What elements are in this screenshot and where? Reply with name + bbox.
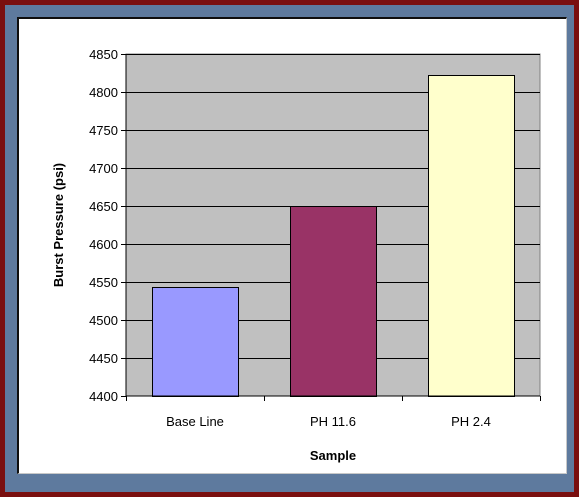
x-tick-label: PH 11.6 — [310, 414, 356, 429]
y-axis-title: Burst Pressure (psi) — [51, 163, 66, 287]
y-tick-label: 4400 — [89, 389, 118, 404]
y-tick-label: 4550 — [89, 275, 118, 290]
y-tick-label: 4800 — [89, 85, 118, 100]
y-tick-label: 4450 — [89, 351, 118, 366]
y-tick-label: 4500 — [89, 313, 118, 328]
y-axis-ticks: 4400 4450 4500 4550 4600 4650 4700 4750 4800 4850 — [89, 47, 126, 404]
x-axis-title: Sample — [310, 448, 356, 463]
bar — [152, 287, 239, 397]
y-tick-label: 4650 — [89, 199, 118, 214]
bar — [290, 206, 377, 397]
y-tick-label: 4850 — [89, 47, 118, 62]
bar — [428, 75, 515, 397]
x-axis-ticks: Base Line PH 11.6 PH 2.4 — [126, 396, 541, 429]
y-tick-label: 4750 — [89, 123, 118, 138]
x-tick-label: Base Line — [166, 414, 224, 429]
y-tick-label: 4600 — [89, 237, 118, 252]
x-tick-label: PH 2.4 — [451, 414, 491, 429]
y-tick-label: 4700 — [89, 161, 118, 176]
bars — [152, 75, 515, 397]
